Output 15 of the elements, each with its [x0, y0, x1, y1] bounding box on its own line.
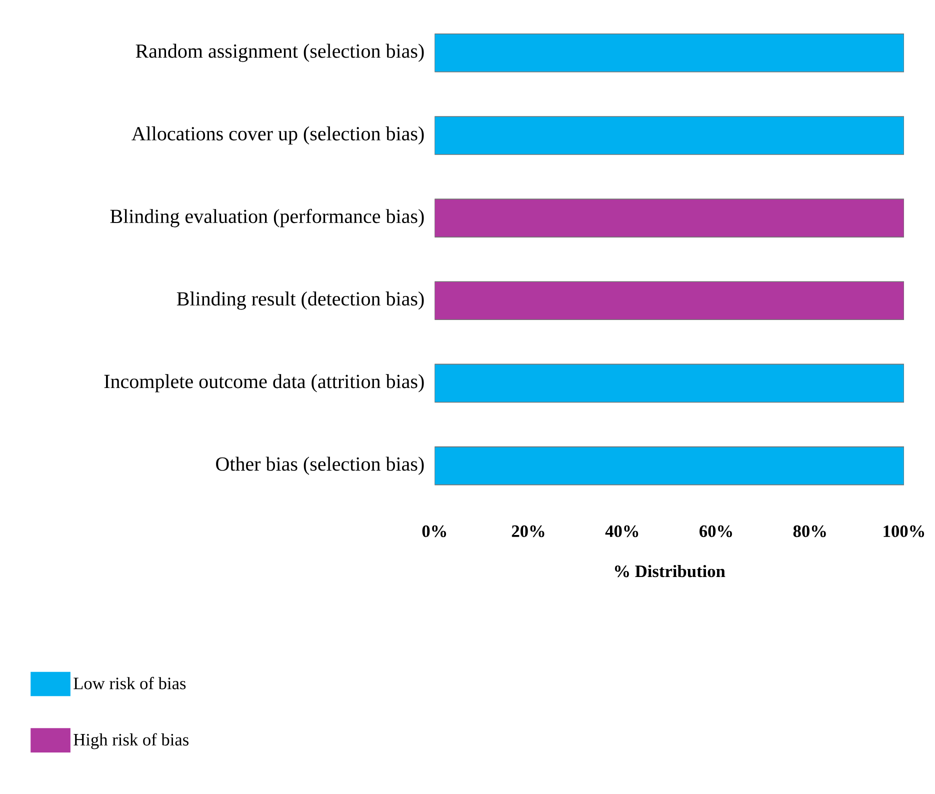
x-tick-label: 20% [512, 525, 544, 538]
legend-label: Low risk of bias [74, 676, 186, 690]
y-tick-label: Incomplete outcome data (attrition bias) [104, 374, 424, 392]
y-tick-label: Allocations cover up (selection bias) [132, 126, 424, 145]
y-tick-label: Blinding evaluation (performance bias) [110, 208, 424, 228]
legend-label: High risk of bias [74, 733, 189, 750]
y-tick-label: Blinding result (detection bias) [176, 292, 424, 310]
x-tick-label: 100% [884, 525, 924, 538]
x-tick-label: 60% [700, 525, 732, 538]
y-tick-label: Random assignment (selection bias) [136, 44, 424, 62]
x-tick-label: 80% [793, 525, 826, 538]
y-tick-label: Other bias (selection bias) [216, 456, 424, 475]
x-tick-label: 0% [422, 525, 446, 538]
x-tick-label: 40% [605, 525, 638, 538]
x-axis-title: % Distribution [615, 564, 726, 578]
